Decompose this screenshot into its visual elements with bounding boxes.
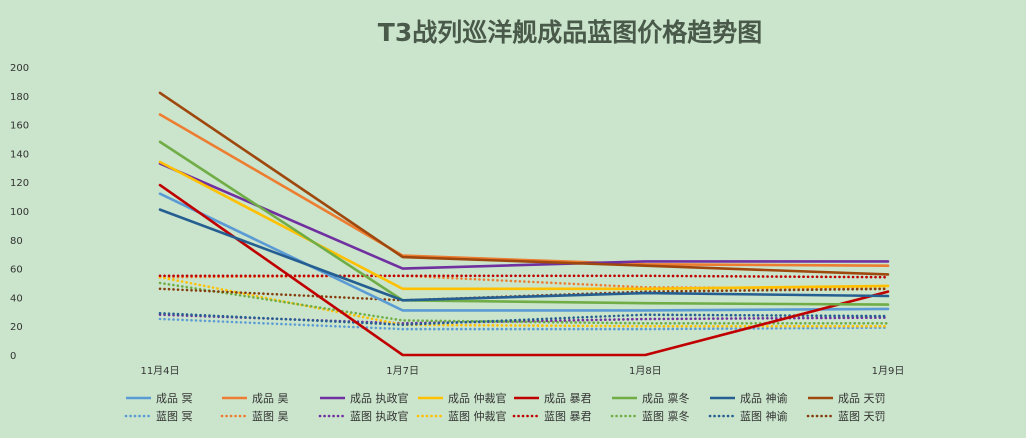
x-tick-label: 1月7日 (386, 365, 419, 377)
series-line-6 (158, 140, 890, 306)
legend-label: 蓝图 天罚 (838, 410, 886, 423)
legend-item: 成品 禀冬 (612, 391, 690, 405)
legend-label: 蓝图 执政官 (350, 409, 409, 423)
legend-label: 蓝图 冥 (156, 410, 193, 423)
legend-item: 成品 天罚 (808, 392, 886, 405)
y-tick-label: 180 (10, 92, 29, 103)
x-tick-label: 1月9日 (872, 365, 905, 377)
series-lines (158, 91, 890, 357)
series-line-8 (158, 91, 890, 276)
y-tick-label: 120 (10, 178, 29, 189)
legend-item: 成品 仲裁官 (418, 391, 507, 405)
y-tick-label: 40 (10, 293, 23, 304)
legend-item: 成品 神谕 (710, 391, 788, 405)
legend-item: 成品 冥 (126, 392, 193, 405)
legend-label: 蓝图 暴君 (544, 410, 592, 423)
x-tick-label: 1月8日 (629, 365, 662, 377)
legend-item: 蓝图 执政官 (318, 409, 409, 423)
legend-item: 蓝图 仲裁官 (416, 409, 507, 423)
legend-item: 成品 执政官 (320, 391, 409, 405)
legend-item: 成品 暴君 (514, 392, 592, 405)
series-line-14 (158, 281, 890, 325)
legend-label: 蓝图 仲裁官 (448, 409, 507, 423)
legend-label: 成品 昊 (252, 392, 289, 405)
series-line-7 (158, 208, 890, 302)
series-line-5 (158, 183, 890, 357)
series-line-3 (158, 162, 890, 270)
series-line-15 (158, 311, 890, 327)
legend-label: 蓝图 禀冬 (642, 409, 690, 423)
legend-label: 蓝图 昊 (252, 410, 289, 423)
legend-item: 蓝图 神谕 (708, 409, 788, 423)
legend-label: 成品 执政官 (350, 391, 409, 405)
legend-label: 蓝图 神谕 (740, 409, 788, 423)
series-line-1 (158, 192, 890, 312)
legend-label: 成品 暴君 (544, 392, 592, 405)
y-tick-label: 20 (10, 322, 23, 333)
series-line-13 (158, 274, 890, 279)
legend-label: 成品 禀冬 (642, 391, 690, 405)
y-tick-label: 140 (10, 149, 29, 160)
legend-item: 蓝图 昊 (220, 410, 289, 423)
legend: 成品 冥 成品 昊 成品 执政官 成品 仲裁官 成品 暴君 成品 禀冬 成品 神谕 成品 天罚… (124, 391, 886, 423)
chart-title: T3战列巡洋舰成品蓝图价格趋势图 (378, 18, 762, 47)
y-tick-label: 60 (10, 265, 23, 276)
y-tick-label: 200 (10, 63, 29, 74)
y-axis: 0 20 40 60 80 100 120 140 160 180 200 (10, 63, 29, 362)
series-line-2 (158, 113, 890, 268)
legend-item: 蓝图 暴君 (512, 410, 592, 423)
legend-label: 成品 冥 (156, 392, 193, 405)
y-tick-label: 80 (10, 236, 23, 247)
series-line-4 (158, 160, 890, 291)
series-line-12 (158, 275, 890, 328)
legend-label: 成品 天罚 (838, 392, 886, 405)
x-tick-label: 11月4日 (140, 365, 179, 377)
series-line-9 (158, 317, 890, 331)
x-axis: 11月4日 1月7日 1月8日 1月9日 (140, 365, 904, 377)
legend-label: 成品 神谕 (740, 391, 788, 405)
legend-item: 成品 昊 (222, 392, 289, 405)
y-tick-label: 100 (10, 207, 29, 218)
legend-item: 蓝图 天罚 (806, 410, 886, 423)
legend-item: 蓝图 禀冬 (610, 409, 690, 423)
y-tick-label: 0 (10, 351, 16, 362)
y-tick-label: 160 (10, 121, 29, 132)
legend-item: 蓝图 冥 (124, 410, 193, 423)
legend-label: 成品 仲裁官 (448, 391, 507, 405)
